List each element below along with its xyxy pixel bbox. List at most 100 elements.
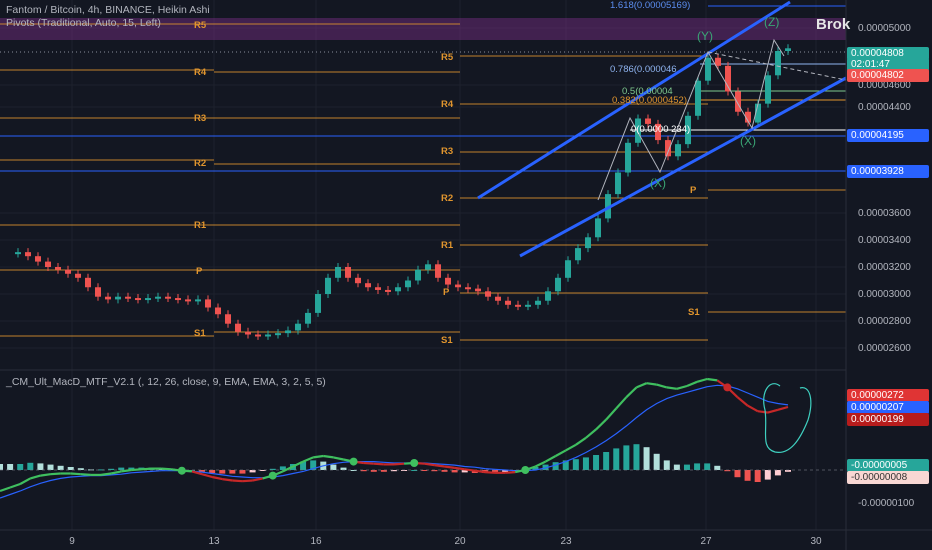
macd-line-segment xyxy=(444,465,455,469)
macd-line-segment xyxy=(575,436,587,446)
macd-line-segment xyxy=(636,382,647,389)
macd-line-segment xyxy=(70,472,81,476)
candle xyxy=(415,269,421,281)
candle xyxy=(105,296,111,300)
macd-line-segment xyxy=(222,478,233,482)
candle xyxy=(165,296,171,299)
macd-line-segment xyxy=(80,473,91,476)
macd-histogram-bar xyxy=(704,463,711,470)
macd-histogram-bar xyxy=(694,463,701,470)
macd-histogram-bar xyxy=(47,464,54,470)
candle xyxy=(25,252,31,257)
candle xyxy=(395,287,401,292)
macd-histogram-bar xyxy=(370,470,377,472)
macd-line-segment xyxy=(686,380,698,388)
macd-line-segment xyxy=(191,470,203,476)
candle xyxy=(45,261,51,267)
candle xyxy=(235,323,241,332)
macd-line-segment xyxy=(302,456,314,463)
candle xyxy=(635,118,641,143)
macd-histogram-bar xyxy=(603,452,610,470)
macd-histogram-bar xyxy=(593,455,600,470)
macd-pane xyxy=(0,377,846,499)
macd-line-segment xyxy=(646,382,657,386)
macd-line-segment xyxy=(707,377,718,382)
candle xyxy=(345,267,351,278)
candle xyxy=(705,57,711,81)
macd-histogram-bar xyxy=(724,470,731,472)
candle xyxy=(155,296,161,299)
macd-histogram-bar xyxy=(764,470,771,480)
macd-line-segment xyxy=(454,466,465,471)
macd-histogram-bar xyxy=(128,467,135,470)
candle xyxy=(65,269,71,274)
r5-zone-band xyxy=(0,18,846,40)
macd-histogram-bar xyxy=(350,470,357,471)
macd-cross-dot xyxy=(349,457,358,466)
candle xyxy=(355,277,361,284)
candle xyxy=(525,304,531,307)
macd-histogram-bar xyxy=(310,460,317,470)
macd-line-segment xyxy=(595,418,607,431)
macd-histogram-bar xyxy=(249,470,256,473)
macd-line-segment xyxy=(141,467,152,471)
macd-line-segment xyxy=(252,477,263,482)
candle xyxy=(475,288,481,292)
macd-line-segment xyxy=(736,396,749,407)
candle xyxy=(265,334,271,337)
candle xyxy=(595,218,601,238)
macd-histogram-bar xyxy=(17,464,24,470)
candle xyxy=(305,312,311,324)
candle xyxy=(175,298,181,301)
candle xyxy=(55,267,61,270)
macd-cross-dot xyxy=(177,466,186,475)
candle xyxy=(565,260,571,278)
macd-histogram-bar xyxy=(653,453,660,470)
candles-group xyxy=(15,44,791,340)
macd-line-segment xyxy=(656,383,668,389)
candle xyxy=(675,144,681,157)
macd-line-segment xyxy=(282,465,294,473)
candle xyxy=(195,299,201,302)
macd-line-segment xyxy=(615,396,628,410)
macd-line-segment xyxy=(434,464,445,468)
macd-histogram-bar xyxy=(582,457,589,470)
macd-line-segment xyxy=(767,408,779,414)
macd-line-segment xyxy=(555,449,567,457)
candle xyxy=(545,291,551,301)
macd-histogram-bar xyxy=(300,461,307,470)
candle xyxy=(255,334,261,337)
candle xyxy=(295,323,301,331)
macd-line-segment xyxy=(625,386,638,398)
candle xyxy=(725,65,731,92)
macd-histogram-bar xyxy=(643,447,650,470)
macd-histogram-bar xyxy=(269,468,276,470)
macd-histogram-bar xyxy=(552,462,559,470)
candle xyxy=(575,248,581,261)
macd-histogram-bar xyxy=(7,464,14,470)
candle xyxy=(215,307,221,315)
macd-histogram-bar xyxy=(118,467,125,470)
macd-histogram-bar xyxy=(532,467,539,470)
channel-lines xyxy=(477,0,847,258)
macd-line-segment xyxy=(161,467,172,471)
macd-line-segment xyxy=(121,468,132,473)
candle xyxy=(505,300,511,305)
macd-histogram-bar xyxy=(441,470,448,472)
macd-histogram-bar xyxy=(77,468,84,470)
macd-histogram-bar xyxy=(623,445,630,470)
candle xyxy=(455,284,461,288)
horizontal-blue-levels xyxy=(0,5,846,172)
macd-cross-dot xyxy=(268,471,277,480)
macd-line-segment xyxy=(676,384,688,390)
candle xyxy=(75,273,81,278)
macd-histogram-bar xyxy=(613,448,620,470)
macd-line-segment xyxy=(30,474,41,480)
candle xyxy=(685,115,691,145)
macd-histogram-bar xyxy=(562,460,569,470)
macd-line-segment xyxy=(201,473,213,479)
macd-line-segment xyxy=(747,404,759,413)
candle xyxy=(625,142,631,173)
macd-histogram-bar xyxy=(744,470,751,481)
